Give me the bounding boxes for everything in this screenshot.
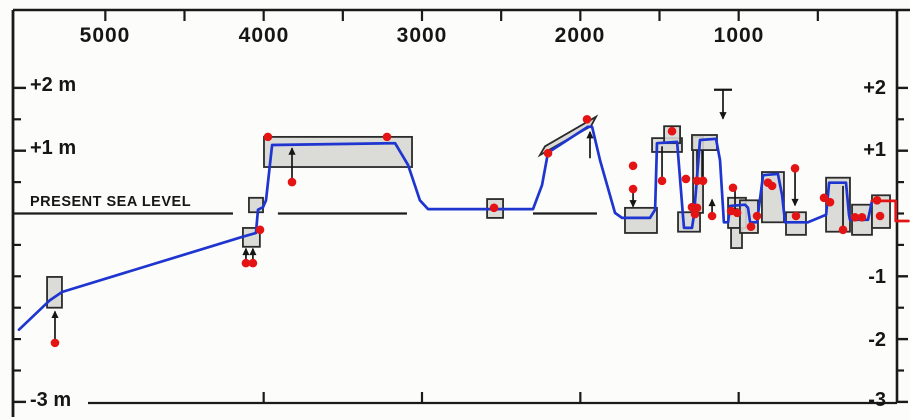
data-point xyxy=(872,196,882,205)
data-point xyxy=(790,163,800,173)
arrowhead-down-icon xyxy=(629,200,637,208)
data-point xyxy=(657,176,667,186)
y-tick-label-minus3m: -3 m xyxy=(30,389,72,411)
y-tick-label-right-plus1: +1 xyxy=(863,139,886,161)
data-point xyxy=(875,211,885,221)
data-point xyxy=(707,211,717,221)
data-point xyxy=(628,161,638,171)
data-point xyxy=(241,258,251,268)
error-box xyxy=(263,135,413,168)
data-point xyxy=(50,338,60,348)
data-point xyxy=(732,208,742,218)
data-point xyxy=(791,211,801,221)
y-tick-label-right-plus2: +2 xyxy=(863,77,886,99)
arrowhead-up-icon xyxy=(242,247,250,256)
recent-sea-level-curve xyxy=(870,199,910,223)
data-point xyxy=(263,132,273,142)
data-point xyxy=(690,209,700,219)
arrowhead-up-icon xyxy=(249,247,257,256)
y-tick-label-plus1m: +1 m xyxy=(30,137,77,159)
data-point xyxy=(287,177,297,187)
data-point xyxy=(692,176,702,186)
data-point xyxy=(582,115,592,124)
data-point xyxy=(838,225,848,235)
error-box xyxy=(624,206,658,234)
arrowhead-up-icon xyxy=(51,310,59,318)
data-point xyxy=(628,184,638,194)
data-point xyxy=(746,222,756,231)
data-point xyxy=(667,126,677,136)
data-point xyxy=(819,193,829,203)
x-tick-label-3000: 3000 xyxy=(396,24,448,47)
data-point xyxy=(857,212,867,222)
x-tick-label-2000: 2000 xyxy=(554,24,606,47)
error-box xyxy=(691,134,718,151)
x-tick-label-4000: 4000 xyxy=(238,24,290,47)
data-point xyxy=(543,148,553,158)
arrowhead-up-icon xyxy=(586,130,594,139)
data-point xyxy=(728,183,738,193)
arrowhead-down-icon xyxy=(719,112,727,120)
arrowhead-down-icon xyxy=(791,198,799,207)
y-tick-label-plus2m: +2 m xyxy=(30,74,77,96)
x-tick-label-5000: 5000 xyxy=(79,24,131,47)
data-point xyxy=(681,174,691,184)
data-point xyxy=(767,181,777,191)
y-tick-label-right-minus1: -1 xyxy=(868,266,886,288)
data-point xyxy=(248,258,258,268)
error-box xyxy=(730,227,743,249)
data-point xyxy=(752,211,762,221)
reconstructed-sea-level-curve xyxy=(17,125,874,332)
data-point xyxy=(255,225,265,235)
y-tick-label-right-minus3: -3 xyxy=(868,389,886,411)
arrowhead-up-icon xyxy=(708,198,716,207)
error-box xyxy=(248,196,264,214)
data-point xyxy=(698,176,708,186)
data-point xyxy=(382,132,392,142)
y-tick-label-right-minus2: -2 xyxy=(868,329,886,351)
arrowhead-up-icon xyxy=(288,147,296,155)
x-tick-label-1000: 1000 xyxy=(713,24,765,47)
present-sea-level-label: PRESENT SEA LEVEL xyxy=(30,194,192,210)
data-point xyxy=(489,203,499,213)
data-point xyxy=(825,197,835,207)
data-point xyxy=(850,212,860,222)
